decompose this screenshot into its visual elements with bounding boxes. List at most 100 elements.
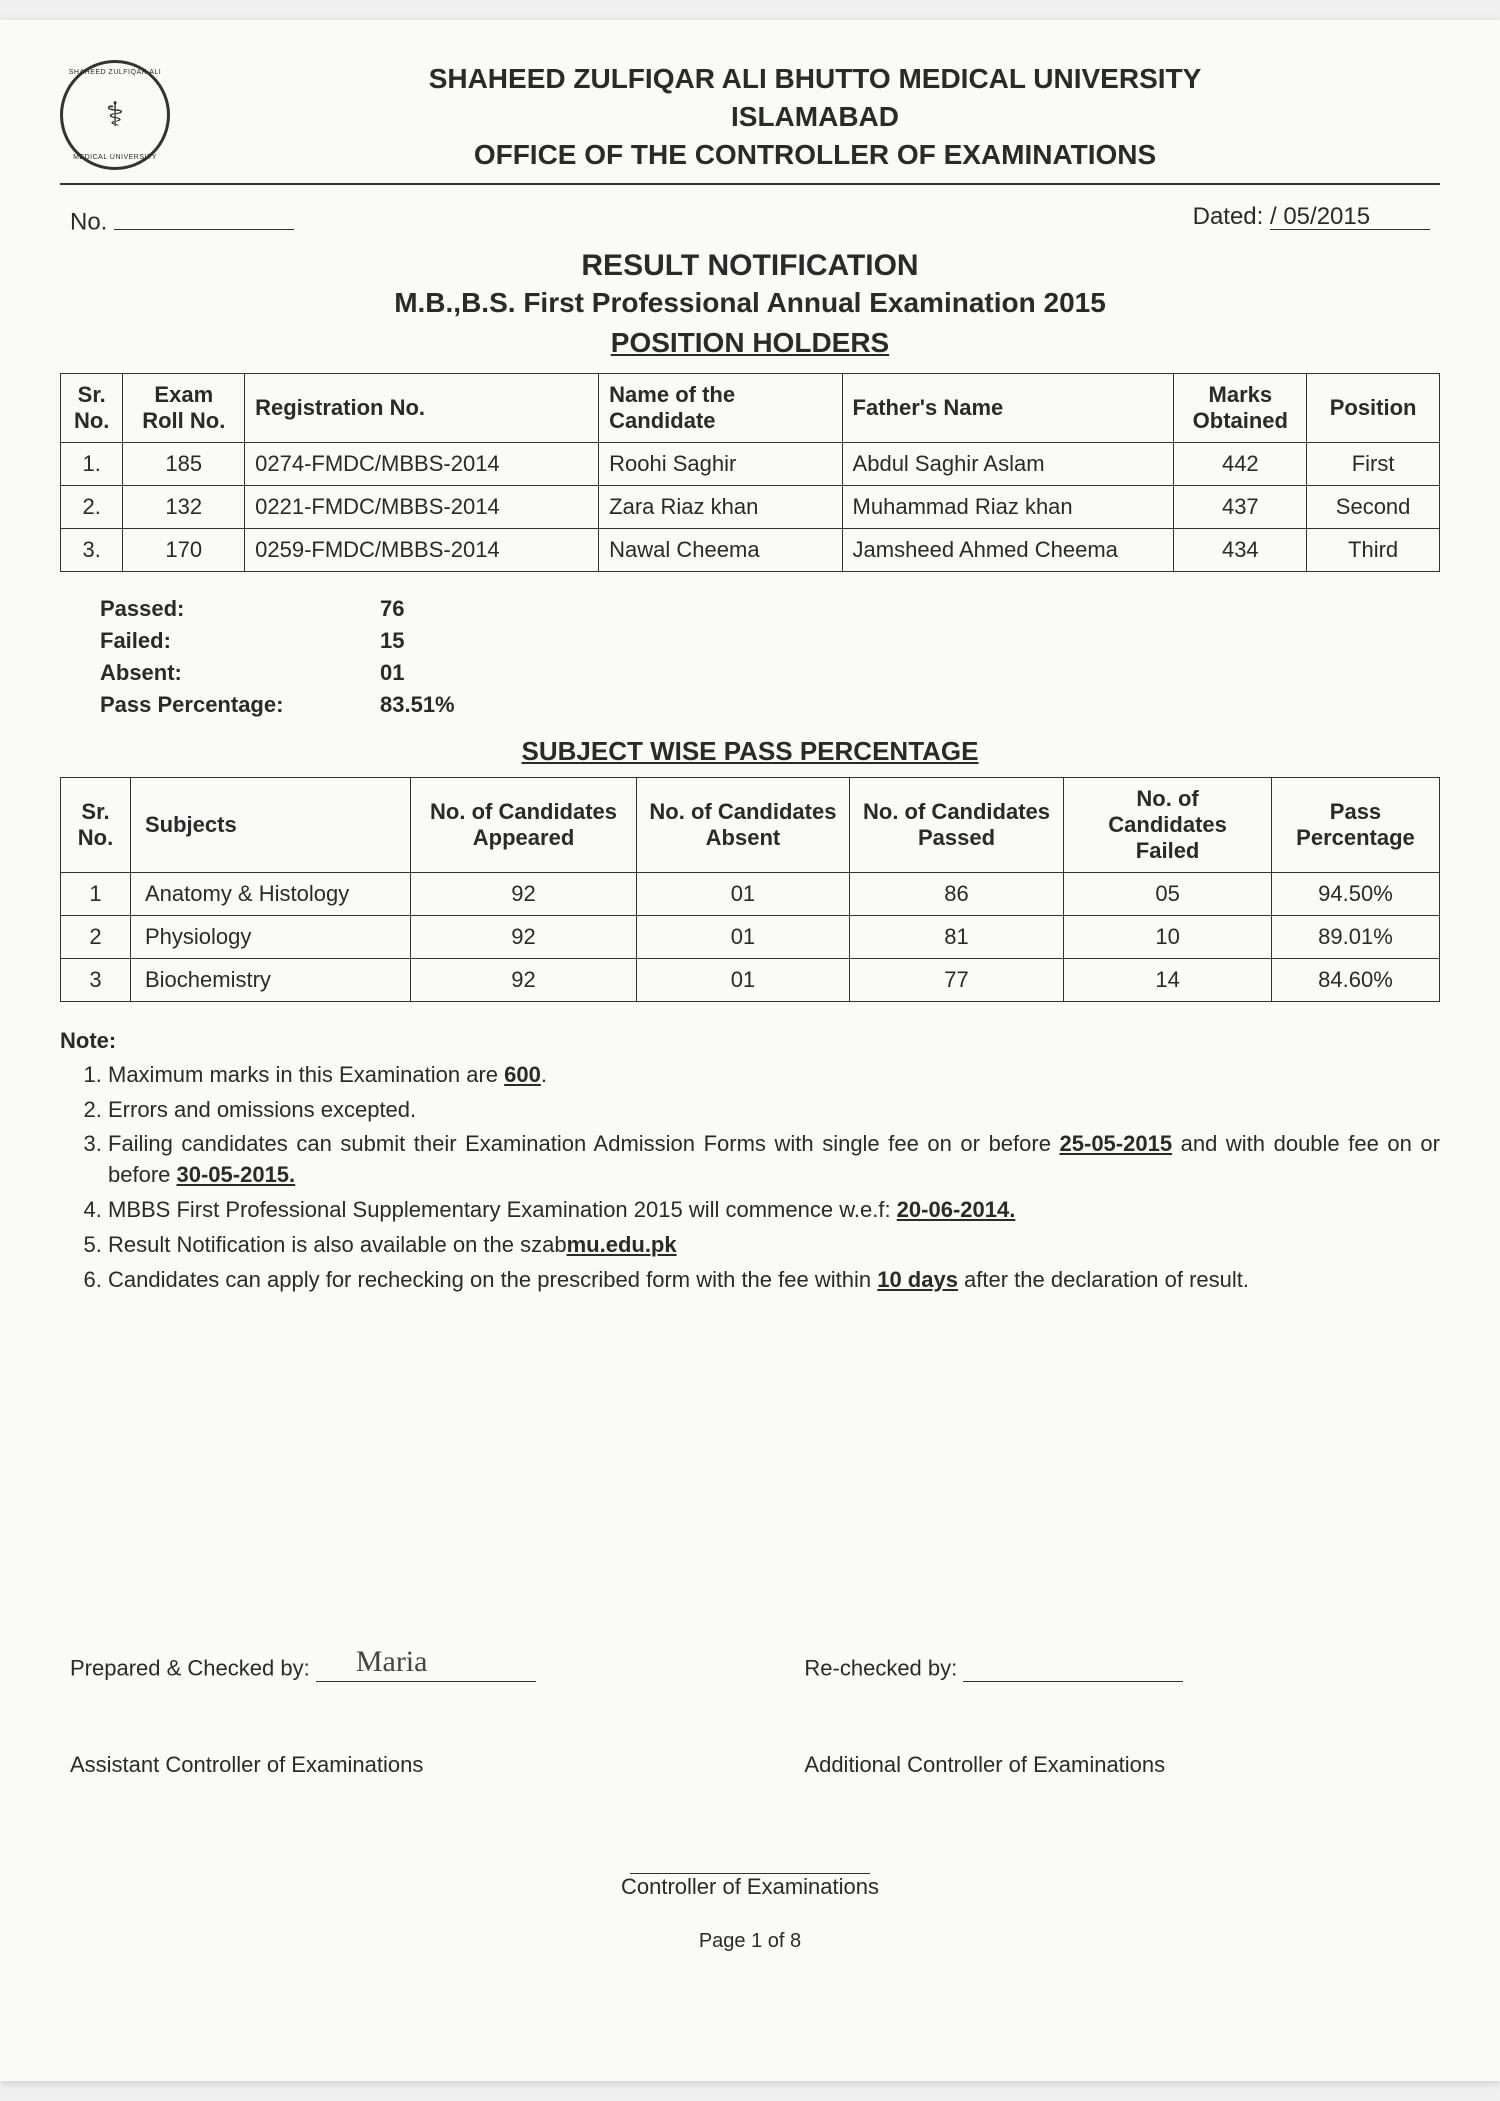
- caduceus-icon: ⚕: [85, 85, 145, 145]
- note-item: Candidates can apply for rechecking on t…: [108, 1265, 1440, 1296]
- table-cell: 434: [1174, 528, 1307, 571]
- controller-signature-line: [630, 1848, 870, 1874]
- col-failed: No. of Candidates Failed: [1064, 777, 1272, 872]
- table-row: 3Biochemistry9201771484.60%: [61, 958, 1440, 1001]
- table-row: 3.1700259-FMDC/MBBS-2014Nawal CheemaJams…: [61, 528, 1440, 571]
- table-row: 1.1850274-FMDC/MBBS-2014Roohi SaghirAbdu…: [61, 442, 1440, 485]
- signature-area: Prepared & Checked by: Maria Re-checked …: [60, 1655, 1440, 1900]
- no-blank: [114, 203, 294, 229]
- additional-controller: Additional Controller of Examinations: [804, 1752, 1430, 1778]
- table-cell: 84.60%: [1271, 958, 1439, 1001]
- col-roll: Exam Roll No.: [123, 373, 245, 442]
- logo-top-text: SHAHEED ZULFIQAR ALI: [69, 69, 161, 76]
- table-cell: 0259-FMDC/MBBS-2014: [245, 528, 599, 571]
- note-item: Errors and omissions excepted.: [108, 1095, 1440, 1126]
- col-position: Position: [1307, 373, 1440, 442]
- table-cell: 01: [637, 958, 850, 1001]
- col-passed: No. of Candidates Passed: [849, 777, 1063, 872]
- table-cell: Biochemistry: [131, 958, 411, 1001]
- table-cell: 86: [849, 872, 1063, 915]
- prepared-by: Prepared & Checked by: Maria: [70, 1655, 696, 1681]
- table-cell: Roohi Saghir: [599, 442, 842, 485]
- note-item: Failing candidates can submit their Exam…: [108, 1129, 1440, 1191]
- absent-label: Absent:: [100, 660, 380, 686]
- table-cell: Anatomy & Histology: [131, 872, 411, 915]
- stat-failed: Failed: 15: [100, 628, 1440, 654]
- table-row: 2.1320221-FMDC/MBBS-2014Zara Riaz khanMu…: [61, 485, 1440, 528]
- office-name: OFFICE OF THE CONTROLLER OF EXAMINATIONS: [190, 136, 1440, 174]
- table-row: 1Anatomy & Histology9201860594.50%: [61, 872, 1440, 915]
- position-holders-table: Sr. No. Exam Roll No. Registration No. N…: [60, 373, 1440, 572]
- table-cell: 170: [123, 528, 245, 571]
- absent-value: 01: [380, 660, 404, 686]
- rechecked-label: Re-checked by:: [804, 1656, 957, 1681]
- table-cell: Zara Riaz khan: [599, 485, 842, 528]
- prepared-label: Prepared & Checked by:: [70, 1656, 310, 1681]
- result-notification-title: RESULT NOTIFICATION: [60, 249, 1440, 283]
- number-field: No.: [70, 203, 294, 236]
- position-holders-title: POSITION HOLDERS: [60, 327, 1440, 359]
- table-cell: 1: [61, 872, 131, 915]
- university-logo: SHAHEED ZULFIQAR ALI ⚕ MEDICAL UNIVERSIT…: [60, 60, 170, 170]
- table-cell: 14: [1064, 958, 1272, 1001]
- table-cell: 10: [1064, 915, 1272, 958]
- exam-name-title: M.B.,B.S. First Professional Annual Exam…: [60, 287, 1440, 319]
- col-reg: Registration No.: [245, 373, 599, 442]
- col-absent: No. of Candidates Absent: [637, 777, 850, 872]
- dated-field: Dated: / 05/2015: [1193, 203, 1430, 236]
- table-cell: 92: [411, 915, 637, 958]
- table-cell: 3: [61, 958, 131, 1001]
- no-label: No.: [70, 209, 107, 236]
- assistant-controller: Assistant Controller of Examinations: [70, 1752, 696, 1778]
- note-list: Maximum marks in this Examination are 60…: [60, 1060, 1440, 1296]
- prepared-signature-line: Maria: [316, 1655, 536, 1681]
- col-appeared: No. of Candidates Appeared: [411, 777, 637, 872]
- table-cell: Physiology: [131, 915, 411, 958]
- meta-row: No. Dated: / 05/2015: [60, 203, 1440, 236]
- table-cell: 442: [1174, 442, 1307, 485]
- rechecked-by: Re-checked by:: [804, 1655, 1430, 1681]
- document-page: SHAHEED ZULFIQAR ALI ⚕ MEDICAL UNIVERSIT…: [0, 20, 1500, 2081]
- university-city: ISLAMABAD: [190, 98, 1440, 136]
- col-sr: Sr. No.: [61, 373, 123, 442]
- table-cell: 77: [849, 958, 1063, 1001]
- table-cell: 94.50%: [1271, 872, 1439, 915]
- note-title: Note:: [60, 1028, 1440, 1054]
- title-block: RESULT NOTIFICATION M.B.,B.S. First Prof…: [60, 249, 1440, 359]
- header-rule: [60, 183, 1440, 185]
- page-number: Page 1 of 8: [60, 1930, 1440, 1953]
- col-name: Name of the Candidate: [599, 373, 842, 442]
- table-cell: 92: [411, 958, 637, 1001]
- table-cell: 89.01%: [1271, 915, 1439, 958]
- note-item: Maximum marks in this Examination are 60…: [108, 1060, 1440, 1091]
- pct-value: 83.51%: [380, 692, 455, 718]
- col-sr: Sr. No.: [61, 777, 131, 872]
- controller-signature: Controller of Examinations: [60, 1848, 1440, 1900]
- table-cell: 92: [411, 872, 637, 915]
- dated-value: / 05/2015: [1270, 203, 1430, 229]
- table-cell: First: [1307, 442, 1440, 485]
- table-cell: 0274-FMDC/MBBS-2014: [245, 442, 599, 485]
- notes-block: Note: Maximum marks in this Examination …: [60, 1028, 1440, 1296]
- table-cell: 437: [1174, 485, 1307, 528]
- failed-label: Failed:: [100, 628, 380, 654]
- table-cell: 0221-FMDC/MBBS-2014: [245, 485, 599, 528]
- table-cell: 05: [1064, 872, 1272, 915]
- table-header-row: Sr. No. Subjects No. of Candidates Appea…: [61, 777, 1440, 872]
- subject-pass-table: Sr. No. Subjects No. of Candidates Appea…: [60, 777, 1440, 1002]
- table-cell: 3.: [61, 528, 123, 571]
- table-cell: 2.: [61, 485, 123, 528]
- col-subject: Subjects: [131, 777, 411, 872]
- table-cell: 2: [61, 915, 131, 958]
- stat-passed: Passed: 76: [100, 596, 1440, 622]
- logo-bottom-text: MEDICAL UNIVERSITY: [73, 154, 157, 161]
- col-marks: Marks Obtained: [1174, 373, 1307, 442]
- table-cell: 01: [637, 915, 850, 958]
- note-item: Result Notification is also available on…: [108, 1230, 1440, 1261]
- col-father: Father's Name: [842, 373, 1174, 442]
- table-cell: 01: [637, 872, 850, 915]
- table-cell: Abdul Saghir Aslam: [842, 442, 1174, 485]
- controller-label: Controller of Examinations: [621, 1874, 879, 1899]
- failed-value: 15: [380, 628, 404, 654]
- table-cell: 185: [123, 442, 245, 485]
